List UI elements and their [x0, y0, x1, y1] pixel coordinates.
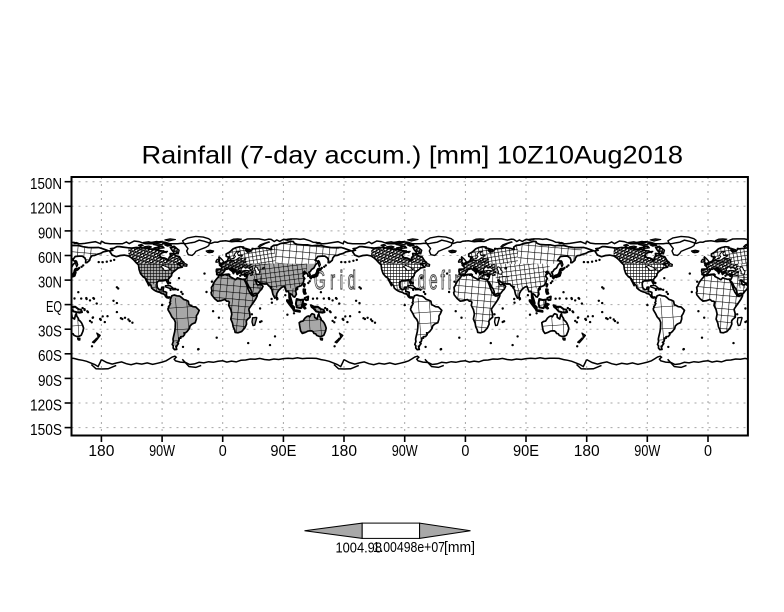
svg-text:0: 0: [704, 443, 712, 460]
svg-text:Rainfall (7-day accum.) [mm] 1: Rainfall (7-day accum.) [mm] 10Z10Aug201…: [142, 142, 684, 170]
svg-text:1004.98: 1004.98: [336, 540, 383, 557]
svg-text:30S: 30S: [38, 324, 62, 341]
svg-text:180: 180: [574, 443, 600, 460]
svg-text:0: 0: [219, 443, 227, 460]
svg-text:180: 180: [331, 443, 357, 460]
svg-text:150N: 150N: [30, 176, 62, 193]
svg-text:0: 0: [461, 443, 469, 460]
svg-text:1.00498e+07: 1.00498e+07: [373, 539, 445, 556]
svg-text:120S: 120S: [30, 397, 62, 414]
svg-text:120N: 120N: [30, 201, 62, 218]
svg-text:90E: 90E: [513, 443, 539, 460]
svg-text:150S: 150S: [30, 422, 62, 439]
svg-text:180: 180: [88, 443, 114, 460]
svg-text:90W: 90W: [634, 443, 661, 460]
svg-text:EQ: EQ: [46, 299, 62, 316]
svg-text:90N: 90N: [38, 225, 62, 242]
svg-text:60S: 60S: [38, 348, 62, 365]
svg-text:90S: 90S: [38, 373, 62, 390]
svg-text:60N: 60N: [38, 250, 62, 267]
svg-text:Grid: Grid: [314, 267, 360, 295]
svg-text:30N: 30N: [38, 275, 62, 292]
svg-text:[mm]: [mm]: [444, 539, 475, 556]
svg-text:90E: 90E: [270, 443, 296, 460]
svg-text:90W: 90W: [392, 443, 419, 460]
svg-text:90W: 90W: [149, 443, 176, 460]
